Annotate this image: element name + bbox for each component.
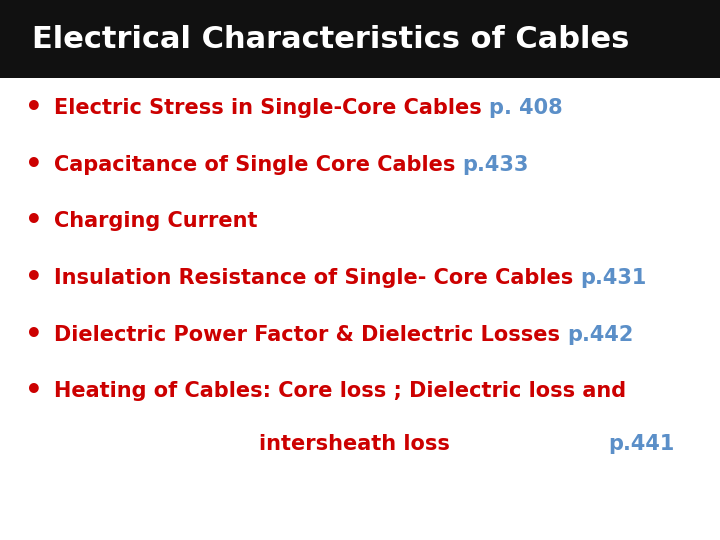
Text: p.431: p.431 [580,268,647,288]
Text: Insulation Resistance of Single- Core Cables: Insulation Resistance of Single- Core Ca… [54,268,580,288]
Text: p.433: p.433 [463,154,529,175]
Text: Capacitance of Single Core Cables: Capacitance of Single Core Cables [54,154,463,175]
Text: •: • [25,321,43,349]
Text: •: • [25,207,43,235]
Text: p.441: p.441 [608,434,675,454]
Text: •: • [25,264,43,292]
Text: Heating of Cables: Core loss ; Dielectric loss and: Heating of Cables: Core loss ; Dielectri… [54,381,626,402]
Text: Dielectric Power Factor & Dielectric Losses: Dielectric Power Factor & Dielectric Los… [54,325,567,345]
Text: Charging Current: Charging Current [54,211,258,232]
Text: p.442: p.442 [567,325,634,345]
Text: Electric Stress in Single-Core Cables: Electric Stress in Single-Core Cables [54,98,489,118]
Text: intersheath loss: intersheath loss [259,434,450,454]
Text: Electrical Characteristics of Cables: Electrical Characteristics of Cables [32,25,630,53]
Text: •: • [25,151,43,179]
Text: •: • [25,94,43,122]
Text: p. 408: p. 408 [489,98,562,118]
Bar [0,0,720,78]
Text: •: • [25,377,43,406]
